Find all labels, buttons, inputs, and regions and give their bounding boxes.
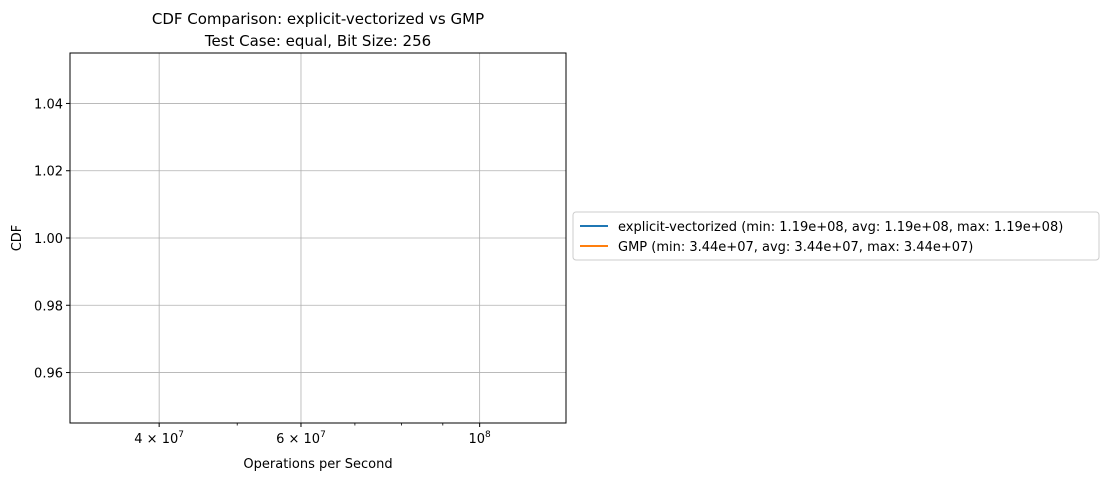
legend-frame <box>572 211 1100 261</box>
chart-subtitle: Test Case: equal, Bit Size: 256 <box>204 32 431 50</box>
y-tick-label: 0.98 <box>34 299 63 314</box>
y-tick-label: 0.96 <box>34 367 63 382</box>
y-axis-label: CDF <box>10 225 25 252</box>
x-tick-label: 108 <box>469 430 492 447</box>
x-tick-label: 4 × 107 <box>134 430 184 447</box>
y-tick-label: 1.00 <box>34 232 63 247</box>
legend-label-explicit-vectorized: explicit-vectorized (min: 1.19e+08, avg:… <box>618 220 1063 235</box>
chart-title: CDF Comparison: explicit-vectorized vs G… <box>152 10 484 28</box>
legend: explicit-vectorized (min: 1.19e+08, avg:… <box>572 211 1100 261</box>
plot-area-frame <box>69 52 567 424</box>
grid-lines <box>70 53 566 423</box>
tick-layer: 0.96 0.98 1.00 1.02 1.04 4 × 107 6 × 107 108 <box>34 97 491 447</box>
x-tick-label: 6 × 107 <box>276 430 326 447</box>
y-tick-label: 1.04 <box>34 97 63 112</box>
legend-label-gmp: GMP (min: 3.44e+07, avg: 3.44e+07, max: … <box>618 240 973 255</box>
y-tick-label: 1.02 <box>34 165 63 180</box>
x-axis-label: Operations per Second <box>243 457 392 472</box>
